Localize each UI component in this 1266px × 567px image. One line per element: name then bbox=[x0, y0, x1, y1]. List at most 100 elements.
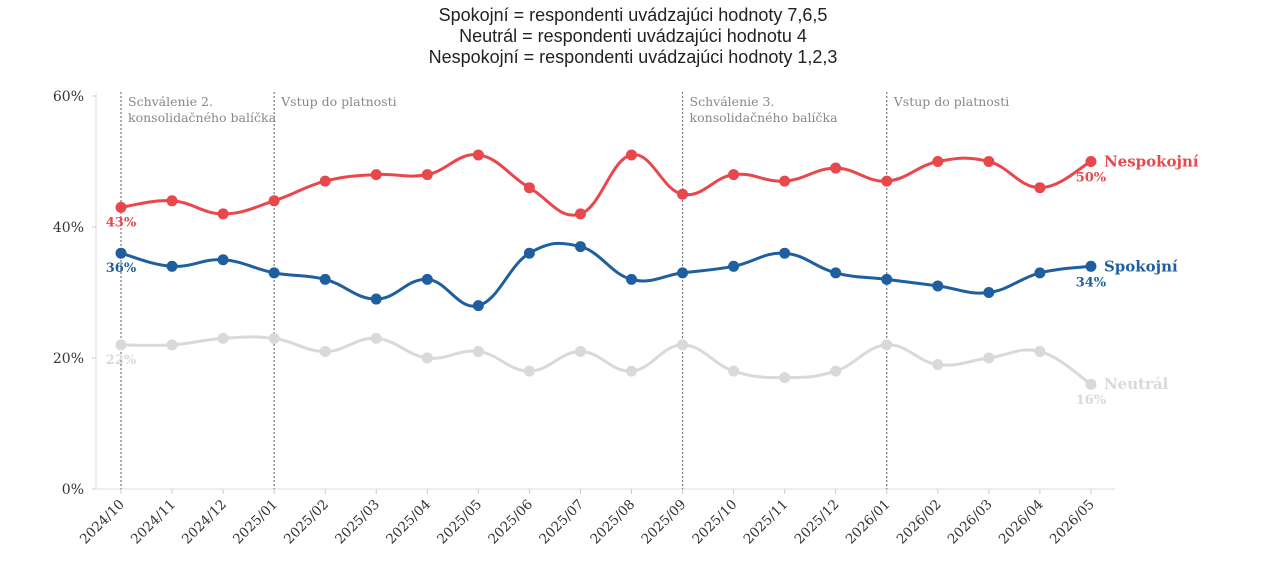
chart-title-line: Neutrál = respondenti uvádzajúci hodnotu… bbox=[459, 26, 807, 46]
data-point-spokojni bbox=[523, 247, 535, 259]
data-point-neutral bbox=[677, 339, 689, 351]
x-tick-label: 2026/05 bbox=[1047, 497, 1098, 548]
event-annotation: konsolidačného balíčka bbox=[128, 110, 277, 125]
data-point-spokojni bbox=[626, 273, 637, 285]
data-point-spokojni bbox=[830, 267, 842, 279]
data-point-neutral bbox=[370, 332, 382, 344]
y-tick-label: 40% bbox=[53, 220, 84, 236]
data-point-spokojni bbox=[217, 254, 229, 266]
chart-title: Spokojní = respondenti uvádzajúci hodnot… bbox=[429, 5, 838, 67]
data-point-nespokojni bbox=[115, 201, 127, 213]
data-point-nespokojni bbox=[779, 175, 791, 187]
series-line-neutral bbox=[119, 335, 1093, 386]
x-tick-label: 2025/12 bbox=[792, 497, 843, 548]
annotations: Schválenie 2.konsolidačného balíčkaVstup… bbox=[120, 92, 1009, 489]
data-point-nespokojni bbox=[523, 182, 535, 194]
x-tick-label: 2025/06 bbox=[485, 497, 536, 548]
data-point-neutral bbox=[983, 352, 995, 364]
data-point-nespokojni bbox=[932, 156, 944, 167]
data-point-neutral bbox=[779, 372, 791, 384]
event-annotation: konsolidačného balíčka bbox=[690, 110, 839, 125]
data-point-neutral bbox=[319, 345, 331, 357]
series-name-spokojni: Spokojní bbox=[1104, 257, 1178, 275]
data-point-spokojni bbox=[728, 260, 740, 272]
event-annotation: Schválenie 2. bbox=[128, 94, 213, 109]
last-value-label: 34% bbox=[1076, 275, 1107, 290]
data-point-nespokojni bbox=[574, 208, 586, 220]
data-point-neutral bbox=[523, 365, 535, 377]
first-value-label: 22% bbox=[106, 353, 137, 368]
series-line-spokojni bbox=[119, 241, 1093, 308]
x-tick-label: 2025/07 bbox=[536, 497, 587, 548]
data-point-neutral bbox=[472, 345, 484, 357]
data-point-nespokojni bbox=[830, 162, 842, 174]
y-tick-label: 0% bbox=[62, 482, 84, 498]
x-tick-label: 2024/11 bbox=[128, 497, 179, 548]
data-point-nespokojni bbox=[268, 195, 280, 207]
data-point-nespokojni bbox=[1085, 156, 1097, 167]
data-point-nespokojni bbox=[217, 208, 229, 220]
data-point-neutral bbox=[932, 359, 944, 371]
chart-title-line: Spokojní = respondenti uvádzajúci hodnot… bbox=[439, 5, 828, 25]
data-point-spokojni bbox=[574, 241, 586, 253]
data-point-nespokojni bbox=[421, 169, 433, 181]
x-tick-label: 2025/10 bbox=[689, 497, 740, 548]
data-point-neutral bbox=[881, 339, 893, 351]
first-value-label: 36% bbox=[106, 261, 137, 276]
data-point-spokojni bbox=[881, 273, 893, 285]
data-point-nespokojni bbox=[983, 156, 995, 167]
data-point-spokojni bbox=[983, 287, 995, 298]
data-point-neutral bbox=[115, 339, 127, 351]
data-point-spokojni bbox=[1085, 260, 1097, 272]
data-point-neutral bbox=[1034, 345, 1046, 357]
data-point-nespokojni bbox=[319, 175, 331, 187]
data-point-neutral bbox=[626, 365, 637, 377]
x-tick-label: 2025/03 bbox=[332, 497, 383, 548]
data-point-neutral bbox=[728, 365, 740, 377]
first-value-label: 43% bbox=[106, 215, 137, 230]
data-point-nespokojni bbox=[472, 149, 484, 161]
data-point-spokojni bbox=[1034, 267, 1046, 279]
data-point-neutral bbox=[574, 345, 586, 357]
series-line-nespokojni bbox=[119, 153, 1093, 217]
series bbox=[115, 149, 1097, 390]
x-tick-label: 2025/04 bbox=[383, 497, 434, 548]
data-point-spokojni bbox=[779, 247, 791, 259]
data-point-spokojni bbox=[677, 267, 689, 279]
x-tick-label: 2025/11 bbox=[741, 497, 792, 548]
data-point-neutral bbox=[268, 332, 280, 344]
y-tick-label: 20% bbox=[53, 351, 84, 367]
x-tick-label: 2025/01 bbox=[230, 497, 281, 548]
last-value-label: 16% bbox=[1076, 393, 1107, 408]
data-point-neutral bbox=[166, 339, 178, 351]
data-point-neutral bbox=[830, 365, 842, 377]
data-point-nespokojni bbox=[626, 149, 637, 161]
data-point-spokojni bbox=[115, 247, 127, 259]
data-point-neutral bbox=[217, 332, 229, 344]
data-point-spokojni bbox=[319, 273, 331, 285]
data-point-neutral bbox=[1085, 378, 1097, 390]
series-name-neutral: Neutrál bbox=[1104, 375, 1169, 393]
data-point-spokojni bbox=[932, 280, 944, 292]
data-point-spokojni bbox=[166, 260, 178, 272]
x-tick-label: 2026/02 bbox=[894, 497, 945, 548]
event-annotation: Schválenie 3. bbox=[690, 94, 775, 109]
y-tick-label: 60% bbox=[53, 89, 84, 105]
data-point-spokojni bbox=[472, 300, 484, 312]
data-point-spokojni bbox=[370, 293, 382, 305]
x-tick-label: 2024/10 bbox=[77, 497, 128, 548]
data-point-nespokojni bbox=[728, 169, 740, 181]
x-tick-label: 2024/12 bbox=[179, 497, 230, 548]
x-tick-label: 2025/02 bbox=[281, 497, 332, 548]
data-point-nespokojni bbox=[677, 188, 689, 200]
x-tick-label: 2025/09 bbox=[638, 497, 689, 548]
x-tick-label: 2026/04 bbox=[996, 497, 1047, 548]
data-point-neutral bbox=[421, 352, 433, 364]
data-point-spokojni bbox=[268, 267, 280, 279]
x-tick-label: 2026/03 bbox=[945, 497, 996, 548]
event-annotation: Vstup do platnosti bbox=[280, 94, 396, 109]
event-annotation: Vstup do platnosti bbox=[893, 94, 1009, 109]
data-point-spokojni bbox=[421, 273, 433, 285]
x-tick-label: 2025/05 bbox=[434, 497, 485, 548]
